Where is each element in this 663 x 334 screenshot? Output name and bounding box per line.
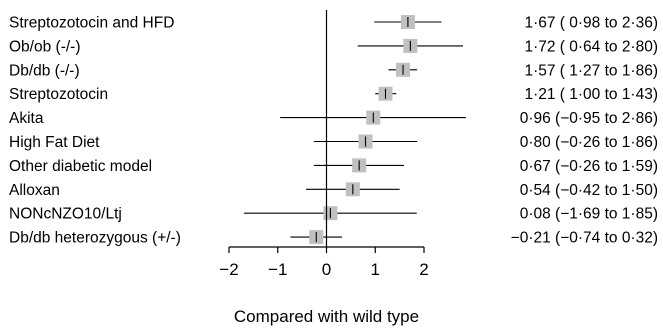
estimate-ci-text: −0·21 (−0·74 to 0·32): [511, 230, 658, 247]
estimate-ci-text: 0·08 (−1·69 to 1·85): [520, 206, 658, 223]
row-label: Streptozotocin: [9, 86, 108, 103]
forest-row: Akita 0·96 (−0·95 to 2·86): [9, 110, 658, 127]
forest-row: NONcNZO10/Ltj 0·08 (−1·69 to 1·85): [9, 206, 658, 223]
row-label: Streptozotocin and HFD: [9, 15, 174, 32]
forest-row: High Fat Diet 0·80 (−0·26 to 1·86): [9, 134, 658, 151]
estimate-ci-text: 1·21 ( 1·00 to 1·43): [524, 86, 658, 103]
row-label: Db/db heterozygous (+/-): [9, 230, 181, 247]
estimate-ci-text: 0·67 (−0·26 to 1·59): [520, 158, 658, 175]
x-tick-label: 0: [322, 260, 331, 279]
forest-row: Streptozotocin 1·21 ( 1·00 to 1·43): [9, 86, 658, 103]
estimate-ci-text: 1·57 ( 1·27 to 1·86): [524, 62, 658, 79]
x-axis-label: Compared with wild type: [234, 307, 419, 326]
estimate-ci-text: 1·72 ( 0·64 to 2·80): [524, 38, 658, 55]
x-tick-label: −2: [219, 260, 238, 279]
row-label: Akita: [9, 110, 44, 127]
x-tick-label: 1: [371, 260, 380, 279]
estimate-ci-text: 0·80 (−0·26 to 1·86): [520, 134, 658, 151]
forest-row: Other diabetic model 0·67 (−0·26 to 1·59): [9, 158, 658, 175]
row-label: Alloxan: [9, 182, 60, 199]
row-label: NONcNZO10/Ltj: [9, 206, 122, 223]
x-tick-label: 2: [419, 260, 428, 279]
forest-rows: Streptozotocin and HFD 1·67 ( 0·98 to 2·3…: [9, 15, 658, 247]
row-label: Db/db (-/-): [9, 62, 80, 79]
row-label: High Fat Diet: [9, 134, 100, 151]
estimate-ci-text: 0·54 (−0·42 to 1·50): [520, 182, 658, 199]
forest-row: Alloxan 0·54 (−0·42 to 1·50): [9, 182, 658, 199]
forest-row: Ob/ob (-/-) 1·72 ( 0·64 to 2·80): [9, 38, 658, 55]
forest-row: Db/db (-/-) 1·57 ( 1·27 to 1·86): [9, 62, 658, 79]
estimate-ci-text: 1·67 ( 0·98 to 2·36): [524, 15, 658, 32]
row-label: Ob/ob (-/-): [9, 38, 80, 55]
x-axis-ticks: −2 −1 0 1 2: [219, 247, 429, 279]
forest-row: Streptozotocin and HFD 1·67 ( 0·98 to 2·3…: [9, 15, 658, 32]
forest-row: Db/db heterozygous (+/-) −0·21 (−0·74 to …: [9, 230, 658, 247]
row-label: Other diabetic model: [9, 158, 152, 175]
x-tick-label: −1: [268, 260, 287, 279]
estimate-ci-text: 0·96 (−0·95 to 2·86): [520, 110, 658, 127]
